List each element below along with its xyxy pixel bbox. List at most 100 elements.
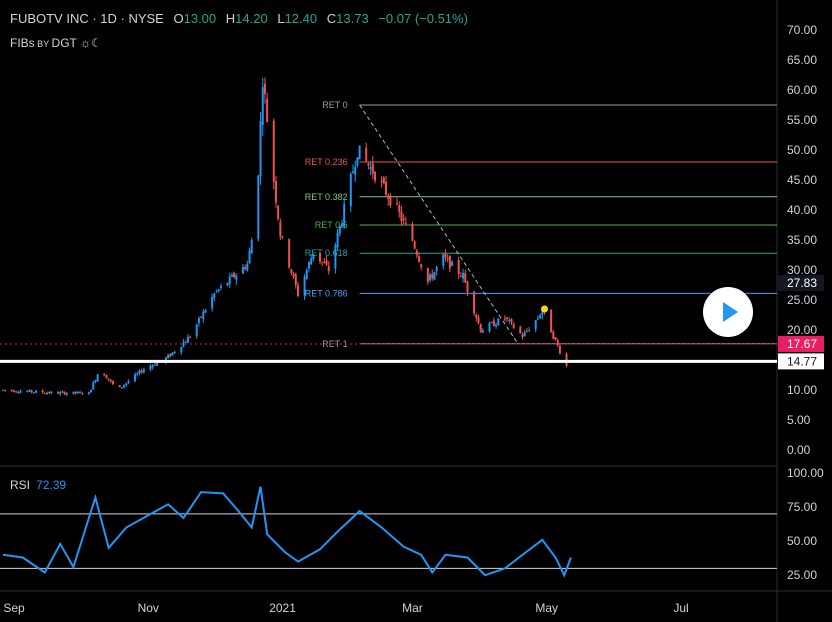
candle-body <box>352 171 355 173</box>
candles <box>1 77 568 397</box>
candle-body <box>28 390 31 392</box>
close-label: C <box>326 11 337 26</box>
candle-body <box>217 289 220 291</box>
candle-body <box>349 173 352 207</box>
candle-body <box>385 181 388 195</box>
candle-body <box>536 318 539 320</box>
candle-body <box>418 256 421 262</box>
time-tick-label: Mar <box>402 601 423 615</box>
highlight-dot <box>541 305 549 313</box>
time-tick-label: Nov <box>138 601 159 615</box>
price-tick-label: 40.00 <box>787 203 817 217</box>
candle-body <box>259 121 262 177</box>
candle-body <box>65 393 68 395</box>
candle-body <box>446 258 449 260</box>
fib-level-label: RET 0.5 <box>315 220 348 230</box>
candle-body <box>109 379 112 382</box>
candle-body <box>296 285 299 296</box>
candle-body <box>167 355 170 358</box>
candle-body <box>451 261 454 266</box>
candle-body <box>173 351 176 353</box>
candle-body <box>457 260 460 274</box>
candle-body <box>356 157 359 166</box>
candle-body <box>521 334 524 338</box>
candle-body <box>473 291 476 314</box>
candle-body <box>112 380 115 385</box>
price-label: 17.67 <box>787 337 817 351</box>
symbol-title[interactable]: FUBOTV INC · 1D · NYSE <box>10 11 164 26</box>
candle-body <box>303 276 306 296</box>
candle-body <box>431 273 434 279</box>
rsi-line <box>2 486 572 578</box>
candle-body <box>312 254 315 260</box>
rsi-value: 72.39 <box>36 478 67 492</box>
candle-body <box>512 323 515 328</box>
candle-body <box>369 167 372 170</box>
price-tick-label: 20.00 <box>787 323 817 337</box>
play-button[interactable] <box>703 287 753 337</box>
candle-body <box>340 223 343 227</box>
candle-body <box>281 236 284 238</box>
candle-body <box>404 223 407 225</box>
price-tick-label: 65.00 <box>787 53 817 67</box>
indicator-label[interactable]: FIBs BY DGT ☼☾ <box>10 36 102 50</box>
candle-body <box>123 385 126 388</box>
fib-level-label: RET 0.236 <box>305 157 348 167</box>
candle-body <box>19 391 22 393</box>
candle-body <box>490 322 493 324</box>
candle-body <box>488 322 491 332</box>
rsi-label[interactable]: RSI 72.39 <box>10 478 66 492</box>
fib-level-label: RET 0 <box>322 100 347 110</box>
candle-body <box>554 337 557 340</box>
candle-body <box>365 147 368 162</box>
candle-body <box>171 352 174 356</box>
price-tick-label: 30.00 <box>787 263 817 277</box>
low-label: L <box>277 11 285 26</box>
high-label: H <box>225 11 236 26</box>
price-tick-label: 55.00 <box>787 113 817 127</box>
candle-body <box>13 390 15 392</box>
candle-body <box>279 221 282 237</box>
candle-body <box>292 273 295 277</box>
candle-body <box>1 389 4 391</box>
candle-body <box>233 272 236 278</box>
candle-body <box>164 357 167 363</box>
candle-body <box>492 320 495 327</box>
candle-body <box>204 310 207 313</box>
candle-body <box>552 331 555 339</box>
candle-body <box>479 323 482 333</box>
candle-body <box>277 205 280 219</box>
candle-body <box>448 255 451 269</box>
price-tick-label: 25.00 <box>787 293 817 307</box>
candle-body <box>213 293 216 298</box>
candle-body <box>79 392 82 394</box>
candle-body <box>15 391 18 393</box>
candle-body <box>200 316 203 318</box>
candle-body <box>35 390 38 393</box>
price-tick-label: 50.00 <box>787 143 817 157</box>
candle-body <box>202 311 205 319</box>
candle-body <box>142 369 145 373</box>
price-tick-label: 10.00 <box>787 383 817 397</box>
fib-level-label: RET 1 <box>322 339 347 349</box>
candle-body <box>136 373 139 375</box>
candle-body <box>462 272 465 279</box>
candle-body <box>343 204 346 227</box>
chart-overlay <box>0 104 777 363</box>
candle-body <box>550 309 553 333</box>
indicator-label-post: DGT ☼☾ <box>51 36 102 50</box>
candle-body <box>358 145 361 160</box>
candle-body <box>226 282 229 286</box>
candle-body <box>17 392 20 394</box>
candle-body <box>195 324 198 337</box>
candle-body <box>61 391 64 393</box>
candle-body <box>310 258 313 265</box>
candle-body <box>334 245 337 269</box>
indicator-label-pre: FIBs <box>10 36 35 50</box>
candle-body <box>400 211 403 221</box>
fib-level-label: RET 0.786 <box>305 288 348 298</box>
candle-body <box>464 273 467 283</box>
rsi-tick-label: 100.00 <box>787 466 824 480</box>
candle-body <box>338 225 341 234</box>
candle-body <box>274 181 277 203</box>
